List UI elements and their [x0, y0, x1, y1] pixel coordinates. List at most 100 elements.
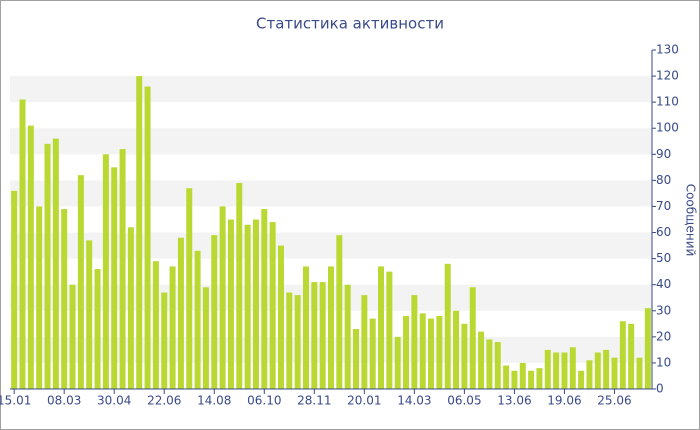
x-tick-label: 14.03: [397, 394, 431, 408]
bar: [169, 266, 176, 389]
bar: [619, 321, 626, 389]
x-tick-label: 20.01: [347, 394, 381, 408]
bar: [386, 271, 393, 389]
x-tick-label: 08.03: [47, 394, 81, 408]
y-tick-label: 20: [656, 329, 671, 343]
bar: [603, 349, 610, 389]
plot: 0 10 20 30 40 50 60 70 80 90 100 110 120 130 15.01 08.0…: [0, 43, 679, 408]
bar: [328, 266, 334, 389]
bar: [44, 143, 51, 389]
bar: [261, 209, 268, 389]
bar: [177, 237, 184, 389]
bar: [553, 352, 560, 389]
bar: [494, 342, 501, 389]
bar: [344, 284, 351, 389]
y-tick-label: 50: [656, 251, 671, 265]
y-tick-label: 90: [656, 147, 671, 161]
bar: [461, 323, 468, 389]
y-tick-label: 100: [656, 121, 679, 135]
bar: [186, 188, 193, 389]
bar: [111, 167, 118, 389]
bar: [311, 282, 318, 389]
bar: [236, 182, 243, 389]
bar: [394, 336, 401, 389]
bar: [478, 331, 485, 389]
bar: [102, 154, 109, 389]
bar: [361, 295, 368, 389]
y-tick-label: 80: [656, 173, 671, 187]
bar: [127, 227, 134, 389]
bar: [428, 318, 435, 389]
bar: [119, 149, 126, 389]
bar: [227, 219, 234, 389]
bar: [286, 292, 293, 389]
bar: [528, 370, 535, 389]
bar: [503, 365, 510, 389]
bar: [136, 76, 143, 390]
bar: [11, 190, 18, 389]
bar: [269, 222, 276, 389]
x-tick-label: 06.10: [247, 394, 281, 408]
y-tick-label: 120: [656, 69, 679, 83]
y-tick-label: 70: [656, 199, 671, 213]
bar: [19, 99, 26, 390]
bar: [144, 86, 151, 389]
grid-band: [10, 128, 652, 155]
y-axis-title: Сообщений: [684, 184, 698, 257]
bar: [219, 206, 226, 389]
bar: [519, 362, 526, 389]
bar: [202, 287, 209, 389]
y-tick-label: 40: [656, 277, 671, 291]
bar: [336, 235, 343, 389]
y-tick-label: 0: [656, 382, 664, 396]
x-tick-label: 28.11: [297, 394, 331, 408]
bar: [252, 219, 259, 389]
bar: [578, 370, 585, 389]
bar: [369, 318, 376, 389]
bar: [36, 206, 43, 389]
bar: [277, 245, 284, 389]
bar: [411, 295, 418, 389]
y-tick-label: 30: [656, 303, 671, 317]
y-tick-label: 10: [656, 355, 671, 369]
bar: [511, 370, 518, 389]
bar: [302, 266, 309, 389]
bar: [569, 347, 576, 389]
bar: [611, 357, 618, 389]
bar: [61, 209, 68, 389]
grid-band: [10, 76, 652, 103]
bar: [77, 175, 84, 389]
x-tick-label: 14.08: [197, 394, 231, 408]
y-tick-label: 110: [656, 95, 679, 109]
bar: [319, 282, 326, 389]
bar: [378, 266, 385, 389]
bar: [52, 138, 59, 389]
chart-title: Статистика активности: [256, 15, 444, 33]
bar: [94, 269, 101, 389]
bar: [486, 339, 493, 389]
bar: [152, 261, 159, 389]
x-tick-label: 06.05: [447, 394, 481, 408]
x-tick-label: 19.06: [547, 394, 581, 408]
bar: [644, 308, 651, 389]
bar: [586, 360, 593, 389]
y-tick-label: 130: [656, 43, 679, 57]
bar: [536, 368, 543, 389]
bar: [594, 352, 601, 389]
bar: [419, 313, 426, 389]
x-tick-label: 25.06: [597, 394, 631, 408]
x-tick-label: 13.06: [497, 394, 531, 408]
bar: [27, 125, 34, 389]
y-tick-label: 60: [656, 225, 671, 239]
bar: [69, 284, 76, 389]
x-tick-label: 15.01: [0, 394, 31, 408]
bar: [294, 295, 301, 389]
x-tick-label: 22.06: [147, 394, 181, 408]
bar: [544, 349, 551, 389]
bar: [353, 329, 360, 389]
x-tick-label: 30.04: [97, 394, 131, 408]
bar: [211, 235, 218, 389]
bar: [453, 310, 460, 389]
bar: [469, 287, 476, 389]
